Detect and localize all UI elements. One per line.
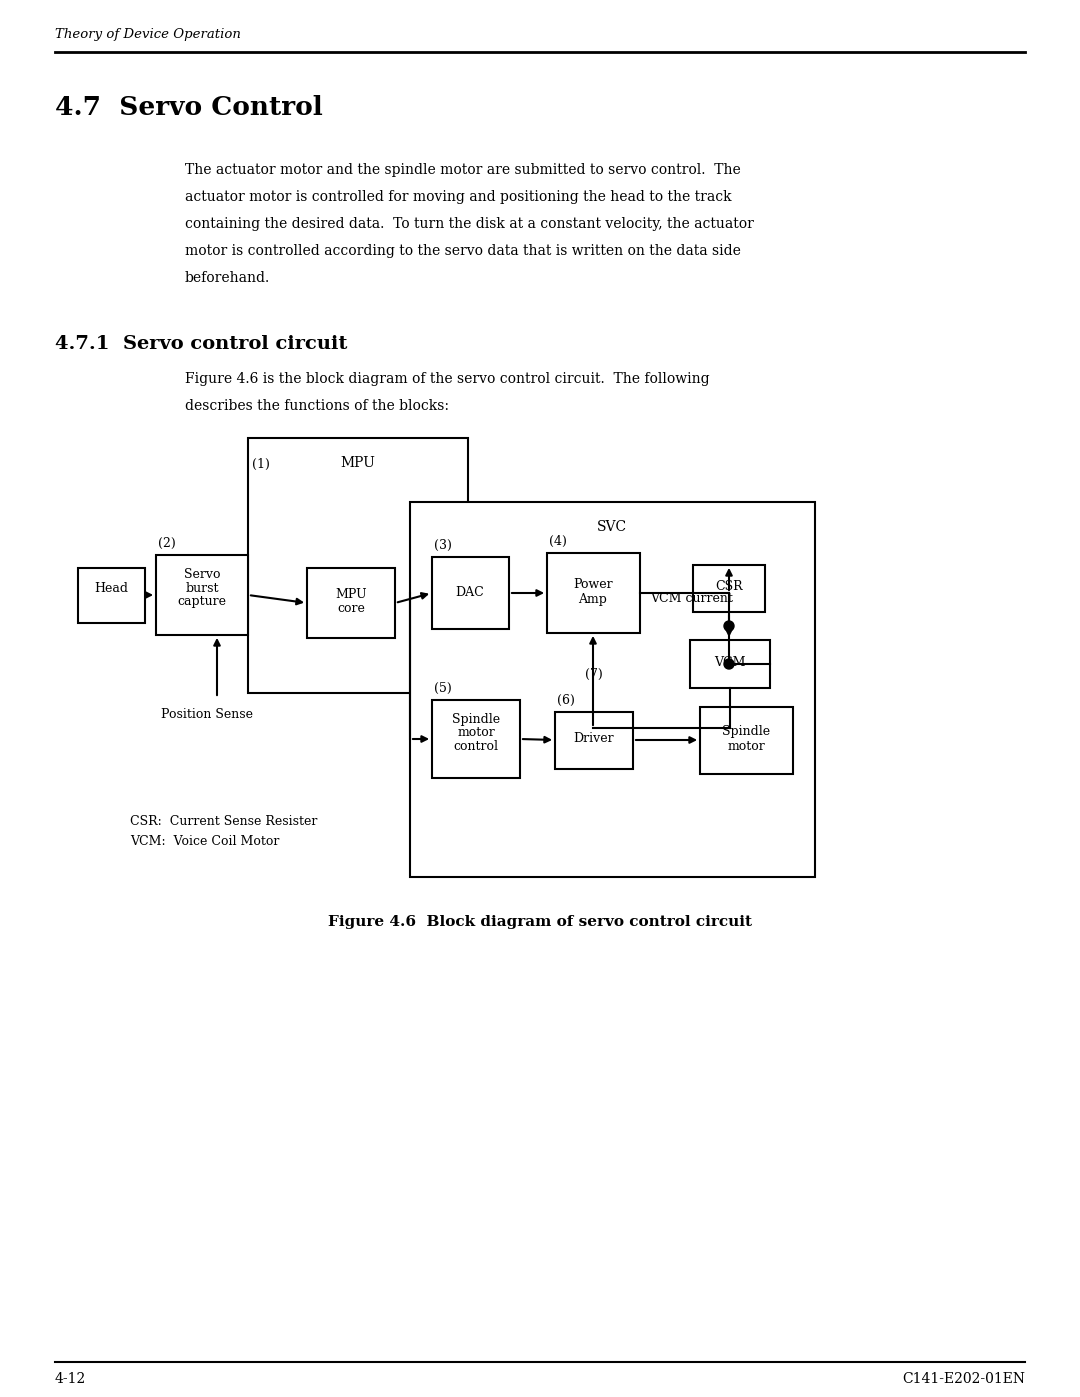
Text: (2): (2)	[158, 536, 176, 550]
Text: motor is controlled according to the servo data that is written on the data side: motor is controlled according to the ser…	[185, 244, 741, 258]
Text: Amp: Amp	[579, 592, 607, 605]
Text: DAC: DAC	[456, 585, 484, 598]
Text: motor: motor	[727, 739, 765, 753]
Text: Driver: Driver	[573, 732, 615, 746]
Bar	[78, 569, 145, 623]
Bar	[700, 707, 793, 774]
Text: SVC: SVC	[597, 520, 627, 534]
Text: capture: capture	[177, 595, 227, 609]
Bar	[156, 555, 248, 636]
Text: (1): (1)	[252, 458, 270, 471]
Text: burst: burst	[186, 581, 219, 595]
Text: Position Sense: Position Sense	[161, 708, 253, 721]
Bar	[693, 564, 765, 612]
Text: core: core	[337, 602, 365, 616]
Bar	[307, 569, 395, 638]
Text: Figure 4.6 is the block diagram of the servo control circuit.  The following: Figure 4.6 is the block diagram of the s…	[185, 372, 710, 386]
Text: The actuator motor and the spindle motor are submitted to servo control.  The: The actuator motor and the spindle motor…	[185, 163, 741, 177]
Text: VCM:  Voice Coil Motor: VCM: Voice Coil Motor	[130, 835, 280, 848]
Text: motor: motor	[457, 726, 495, 739]
Text: 4-12: 4-12	[55, 1372, 86, 1386]
Text: actuator motor is controlled for moving and positioning the head to the track: actuator motor is controlled for moving …	[185, 190, 731, 204]
Bar	[690, 640, 770, 687]
Text: (6): (6)	[557, 694, 575, 707]
Text: Theory of Device Operation: Theory of Device Operation	[55, 28, 241, 41]
Circle shape	[724, 622, 734, 631]
Bar	[410, 502, 815, 877]
Bar	[432, 557, 509, 629]
Text: 4.7  Servo Control: 4.7 Servo Control	[55, 95, 323, 120]
Text: Head: Head	[94, 583, 129, 595]
Text: MPU: MPU	[335, 588, 367, 602]
Text: CSR: CSR	[715, 581, 743, 594]
Circle shape	[724, 659, 734, 669]
Text: CSR:  Current Sense Resister: CSR: Current Sense Resister	[130, 814, 318, 828]
Text: containing the desired data.  To turn the disk at a constant velocity, the actua: containing the desired data. To turn the…	[185, 217, 754, 231]
Text: beforehand.: beforehand.	[185, 271, 270, 285]
Text: Figure 4.6  Block diagram of servo control circuit: Figure 4.6 Block diagram of servo contro…	[328, 915, 752, 929]
Text: Power: Power	[573, 578, 612, 591]
Text: describes the functions of the blocks:: describes the functions of the blocks:	[185, 400, 449, 414]
Text: VCM: VCM	[714, 657, 746, 669]
Text: (4): (4)	[549, 535, 567, 548]
Text: VCM current: VCM current	[650, 591, 733, 605]
Bar	[546, 553, 640, 633]
Bar	[555, 712, 633, 768]
Text: Spindle: Spindle	[451, 712, 500, 725]
Text: control: control	[454, 740, 499, 753]
Bar	[432, 700, 519, 778]
Text: 4.7.1  Servo control circuit: 4.7.1 Servo control circuit	[55, 335, 348, 353]
Text: C141-E202-01EN: C141-E202-01EN	[902, 1372, 1025, 1386]
Text: (3): (3)	[434, 539, 451, 552]
Text: MPU: MPU	[340, 455, 376, 469]
Text: (5): (5)	[434, 682, 451, 694]
Text: Spindle: Spindle	[721, 725, 770, 739]
Text: (7): (7)	[585, 668, 603, 680]
Bar	[248, 439, 468, 693]
Text: Servo: Servo	[184, 567, 220, 581]
